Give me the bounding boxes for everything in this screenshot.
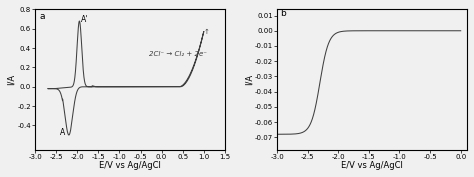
Text: ↑: ↑ — [204, 29, 210, 35]
Text: b: b — [280, 8, 286, 18]
Y-axis label: I/A: I/A — [7, 74, 16, 85]
X-axis label: E/V vs Ag/AgCl: E/V vs Ag/AgCl — [341, 161, 403, 170]
Text: A: A — [60, 128, 65, 137]
Text: a: a — [39, 12, 45, 21]
Text: 2Cl⁻ → Cl₂ + 2e⁻: 2Cl⁻ → Cl₂ + 2e⁻ — [149, 51, 207, 57]
X-axis label: E/V vs Ag/AgCl: E/V vs Ag/AgCl — [99, 161, 161, 170]
Y-axis label: I/A: I/A — [244, 74, 253, 85]
Text: A': A' — [81, 15, 88, 24]
